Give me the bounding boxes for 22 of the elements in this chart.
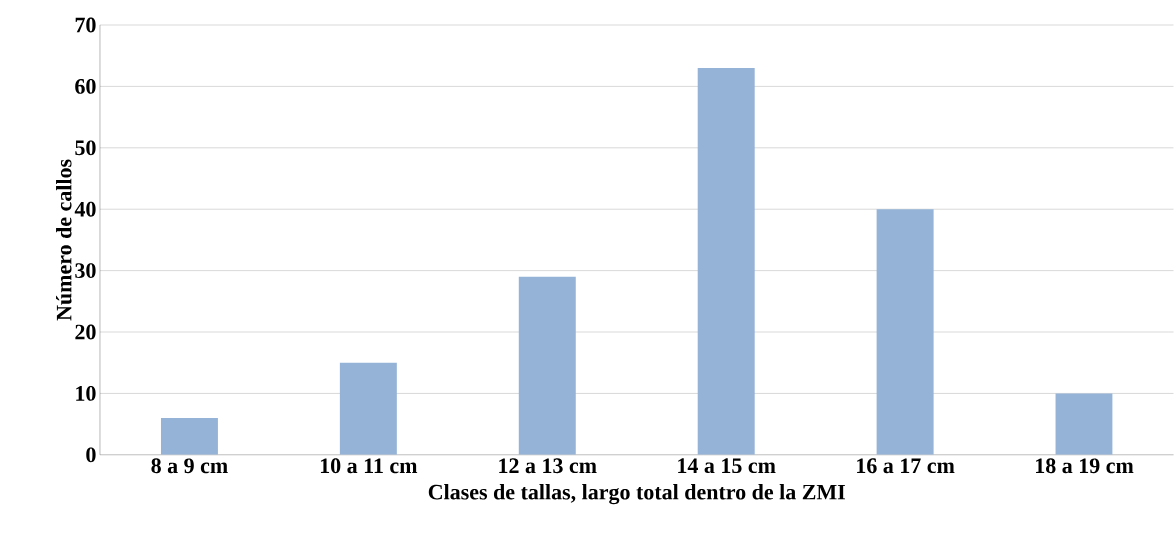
y-tick-label: 10 <box>76 386 96 401</box>
bar <box>339 362 397 455</box>
x-tick-label: 10 a 11 cm <box>320 458 418 474</box>
bar <box>697 68 755 455</box>
y-tick-label: 30 <box>75 263 96 279</box>
x-tick-label: 8 a 9 cm <box>151 458 228 474</box>
bar <box>160 418 218 455</box>
x-tick-label: 18 a 19 cm <box>1036 458 1134 474</box>
bar <box>1055 393 1113 455</box>
y-tick-label: 50 <box>75 140 96 156</box>
x-axis-title: Clases de tallas, largo total dentro de la ZMI <box>428 484 846 505</box>
y-axis-title: Número de callos <box>56 159 72 321</box>
y-tick-label: 0 <box>86 447 96 463</box>
y-tick-label: 40 <box>74 201 96 217</box>
y-tick-label: 20 <box>75 324 96 340</box>
x-tick-label: 16 a 17 cm <box>857 458 955 474</box>
y-tick-label: 60 <box>75 79 96 94</box>
x-tick-label: 12 a 13 cm <box>499 458 597 474</box>
y-tick-label: 70 <box>75 17 96 33</box>
bar <box>518 276 576 455</box>
bar <box>876 209 934 455</box>
x-tick-label: 14 a 15 cm <box>678 458 776 474</box>
